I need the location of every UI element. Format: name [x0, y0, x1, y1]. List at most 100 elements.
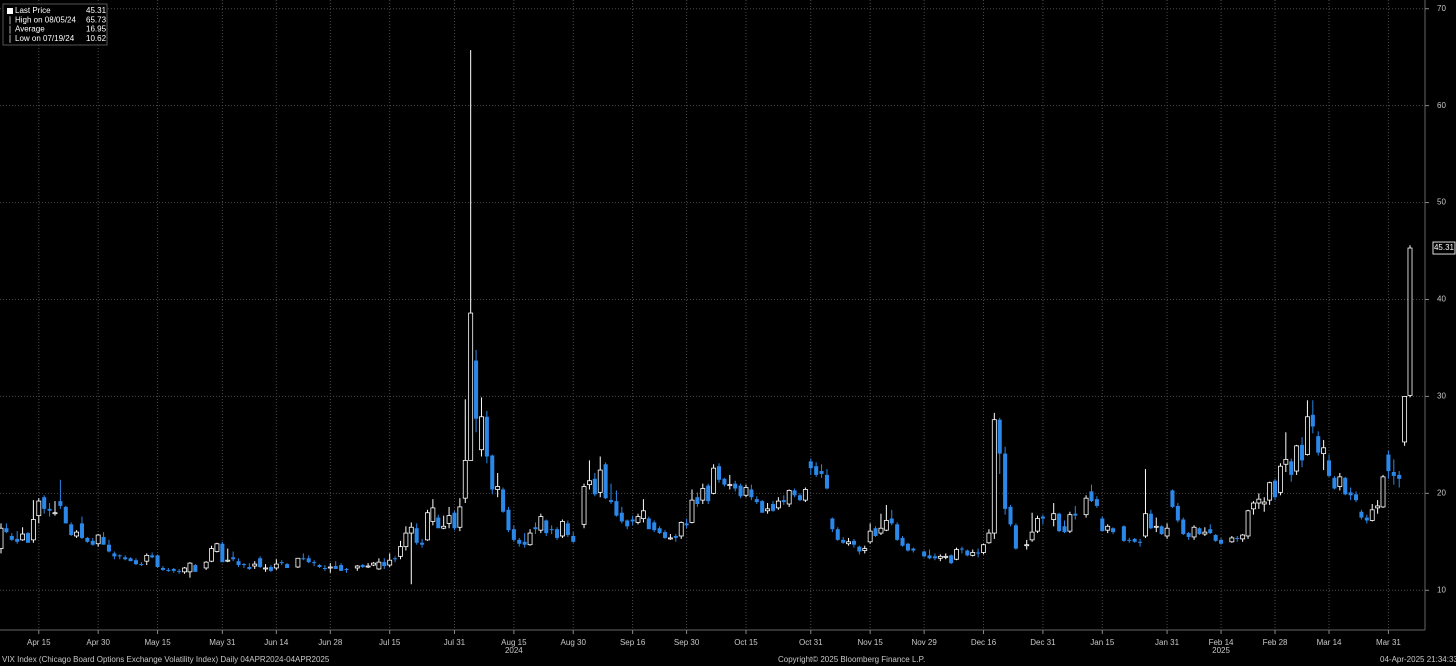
x-tick-label: Apr 15	[27, 638, 51, 647]
candle-body	[1235, 537, 1240, 539]
candle-body	[1083, 497, 1089, 516]
candle-body	[1029, 531, 1035, 541]
copyright: Copyright© 2025 Bloomberg Finance L.P.	[778, 655, 925, 664]
candle-body	[63, 506, 68, 524]
candle-body	[42, 497, 47, 509]
candle-body	[538, 516, 544, 531]
candle-body	[786, 490, 792, 505]
candle-body	[517, 539, 522, 544]
x-tick-label: Jan 15	[1090, 638, 1115, 647]
candle-body	[0, 527, 4, 549]
candle-body	[911, 548, 916, 551]
candle-body	[144, 554, 150, 562]
candle-body	[1067, 514, 1073, 532]
candle-body	[878, 527, 884, 534]
candle-body	[781, 500, 786, 503]
candle-body	[425, 512, 430, 541]
candle-body	[1305, 416, 1310, 455]
candle-body	[128, 558, 133, 562]
candle-body	[922, 551, 927, 557]
candle-body	[657, 528, 662, 534]
candle-body	[873, 528, 878, 536]
candle-body	[640, 510, 646, 519]
legend-value: 65.73	[86, 15, 107, 24]
x-tick-label: Aug 30	[561, 638, 587, 647]
candle-body	[1375, 505, 1381, 509]
candle-body	[905, 543, 910, 551]
candle-body	[738, 485, 743, 497]
candle-body	[673, 535, 678, 538]
candle-body	[571, 535, 576, 542]
candle-body	[830, 518, 835, 530]
candle-body	[824, 474, 829, 489]
candle-body	[1267, 482, 1273, 501]
candle-body	[1380, 476, 1386, 508]
candle-body	[797, 495, 802, 501]
candle-body	[1170, 490, 1175, 507]
candle-body	[20, 533, 26, 541]
x-tick-label: Nov 15	[857, 638, 883, 647]
candle-body	[1191, 526, 1197, 538]
y-tick-label: 40	[1437, 295, 1446, 304]
legend-label: Last Price	[15, 6, 51, 15]
candle-body	[867, 530, 873, 543]
candle-body	[182, 567, 187, 573]
candle-body	[247, 567, 252, 569]
candle-body	[123, 557, 128, 560]
candle-body	[597, 469, 603, 493]
candle-body	[565, 523, 570, 536]
candle-body	[1310, 414, 1315, 427]
candle-body	[36, 500, 42, 517]
candle-body	[1132, 538, 1137, 542]
candle-body	[1094, 499, 1099, 506]
candle-body	[495, 486, 501, 490]
candle-body	[214, 543, 220, 552]
x-tick-label: May 31	[209, 638, 236, 647]
candle-body	[441, 525, 447, 529]
candle-body	[1057, 513, 1062, 532]
candle-body	[927, 555, 932, 559]
candle-body	[408, 526, 414, 534]
candle-body	[976, 552, 981, 554]
year-label: 2025	[1212, 646, 1230, 655]
candle-body	[322, 567, 327, 569]
x-tick-label: Dec 16	[971, 638, 997, 647]
candle-body	[387, 559, 393, 566]
candle-body	[700, 488, 706, 501]
candle-body	[733, 483, 738, 489]
candle-body	[814, 466, 819, 475]
candle-body	[333, 566, 338, 569]
candle-body	[117, 555, 122, 557]
candle-body	[457, 506, 463, 528]
candle-body	[959, 548, 964, 550]
candle-body	[79, 523, 85, 538]
legend-value: 10.62	[86, 34, 107, 43]
candle-body	[646, 518, 651, 530]
last-price-label: 45.31	[1434, 243, 1455, 252]
x-tick-label: May 15	[144, 638, 171, 647]
candle-body	[150, 555, 155, 558]
candle-body	[203, 561, 209, 569]
candle-body	[1175, 505, 1180, 521]
candle-body	[889, 518, 894, 524]
legend-value: 45.31	[86, 6, 107, 15]
candle-body	[851, 540, 856, 545]
candle-body	[1153, 525, 1159, 528]
candle-body	[667, 537, 673, 540]
candle-body	[549, 529, 554, 531]
candle-body	[1251, 502, 1256, 510]
candle-body	[1364, 517, 1369, 521]
candle-body	[609, 500, 614, 503]
candle-body	[1111, 528, 1116, 533]
candle-body	[9, 535, 14, 540]
candle-body	[997, 419, 1002, 454]
candle-body	[490, 455, 495, 490]
candle-body	[722, 478, 727, 485]
candle-body	[754, 499, 759, 503]
candle-body	[711, 467, 717, 494]
candle-body	[344, 568, 349, 570]
x-tick-label: Mar 31	[1376, 638, 1401, 647]
candle-body	[1186, 533, 1191, 537]
candle-body	[635, 516, 641, 523]
